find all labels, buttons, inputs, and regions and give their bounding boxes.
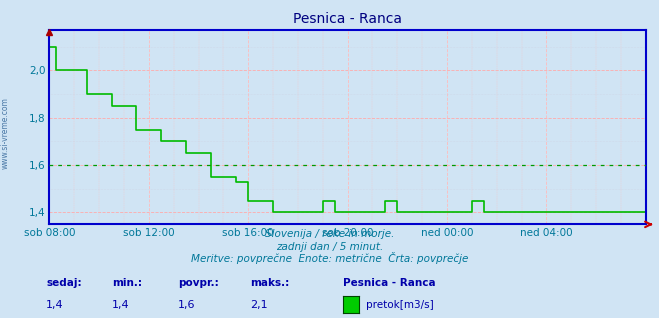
Title: Pesnica - Ranca: Pesnica - Ranca xyxy=(293,12,402,26)
Text: 1,6: 1,6 xyxy=(178,301,196,310)
Text: sedaj:: sedaj: xyxy=(46,278,82,288)
Text: Pesnica - Ranca: Pesnica - Ranca xyxy=(343,278,436,288)
Text: Slovenija / reke in morje.: Slovenija / reke in morje. xyxy=(265,229,394,239)
Text: povpr.:: povpr.: xyxy=(178,278,219,288)
Text: pretok[m3/s]: pretok[m3/s] xyxy=(366,301,434,310)
Text: zadnji dan / 5 minut.: zadnji dan / 5 minut. xyxy=(276,242,383,252)
Text: 1,4: 1,4 xyxy=(46,301,64,310)
Text: 2,1: 2,1 xyxy=(250,301,268,310)
Text: maks.:: maks.: xyxy=(250,278,290,288)
Text: min.:: min.: xyxy=(112,278,142,288)
Text: www.si-vreme.com: www.si-vreme.com xyxy=(1,98,10,169)
Text: 1,4: 1,4 xyxy=(112,301,130,310)
Text: Meritve: povprečne  Enote: metrične  Črta: povprečje: Meritve: povprečne Enote: metrične Črta:… xyxy=(191,252,468,264)
